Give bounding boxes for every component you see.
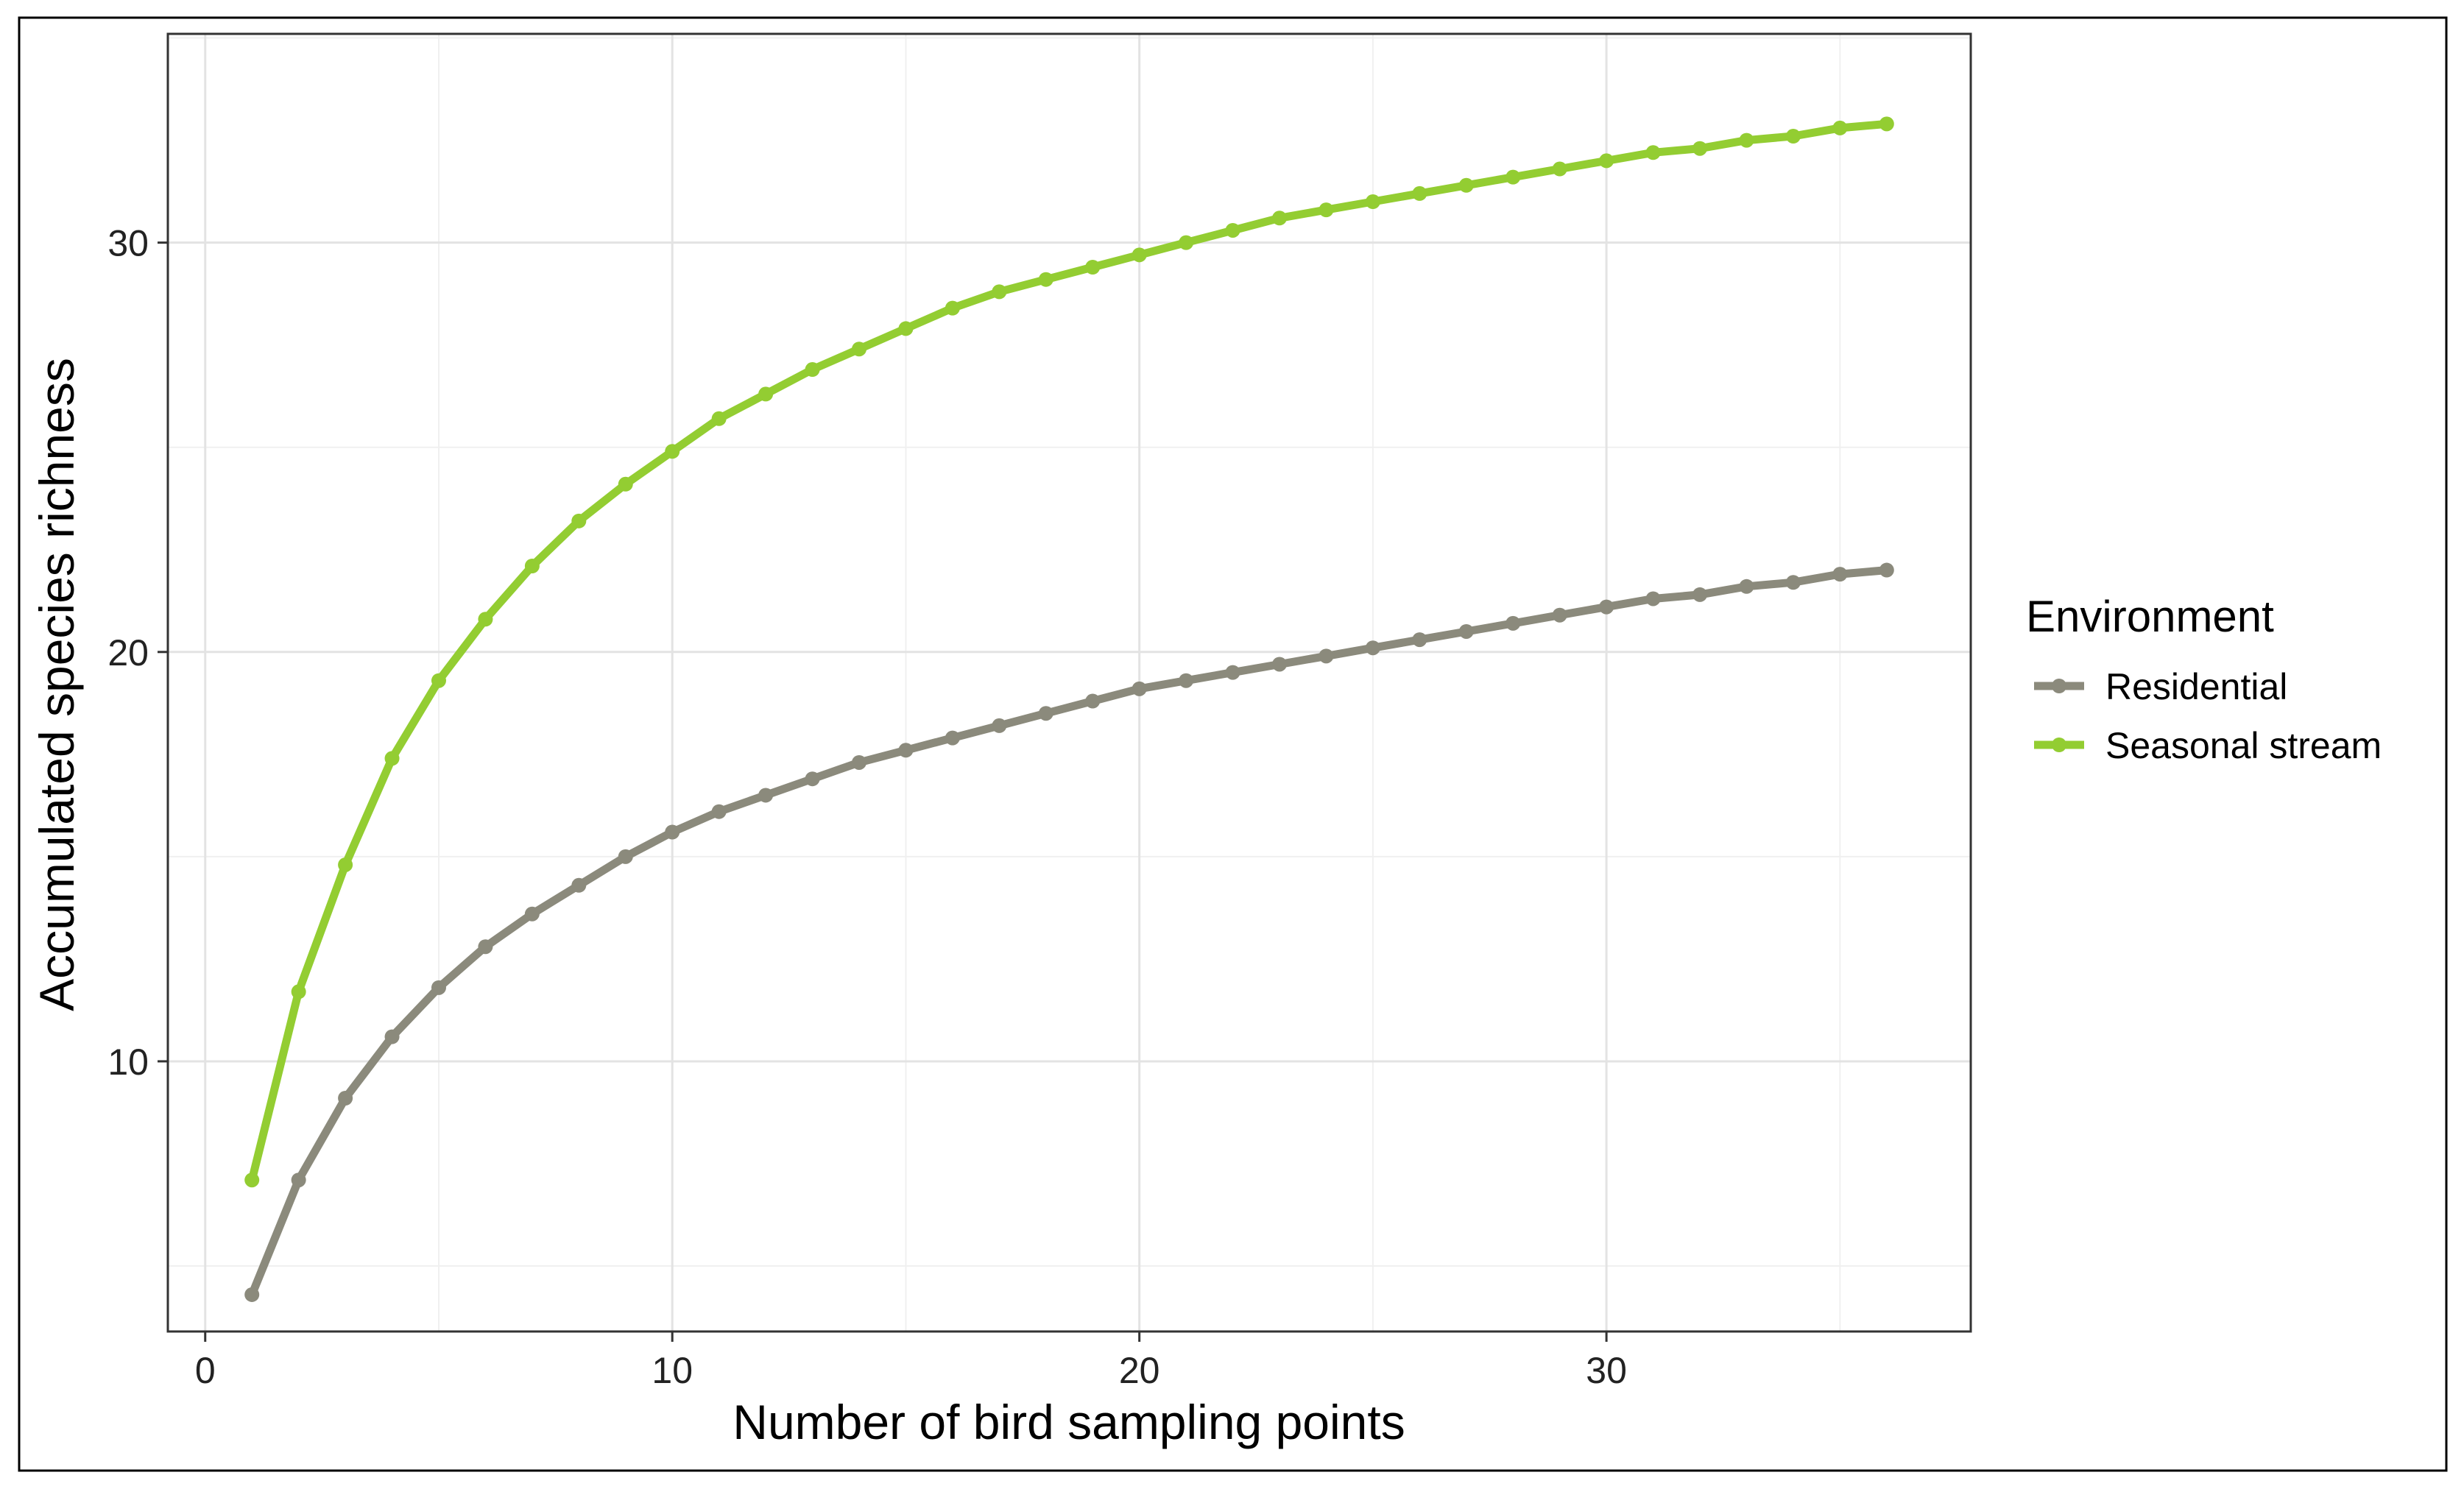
data-point-residential (1692, 587, 1708, 602)
series-line-seasonal-stream (247, 119, 1891, 1184)
data-point-residential (338, 1090, 353, 1106)
data-point-residential (244, 1287, 260, 1302)
data-point-seasonal-stream (338, 857, 353, 872)
data-point-seasonal-stream (945, 300, 960, 316)
data-point-seasonal-stream (1645, 145, 1661, 160)
data-point-residential (758, 788, 774, 803)
data-point-seasonal-stream (524, 558, 540, 573)
x-tick-label: 10 (652, 1350, 693, 1391)
data-point-seasonal-stream (571, 513, 587, 528)
data-point-residential (1879, 562, 1894, 578)
data-point-seasonal-stream (1272, 211, 1288, 226)
data-point-residential (1552, 607, 1567, 623)
data-point-seasonal-stream (384, 751, 400, 766)
data-point-residential (618, 849, 633, 864)
legend-items: Residential Seasonal stream (2034, 666, 2382, 766)
data-point-seasonal-stream (1319, 202, 1334, 218)
outer-border (18, 16, 2448, 1472)
data-point-residential (1412, 632, 1427, 648)
data-point-seasonal-stream (618, 476, 633, 492)
data-point-seasonal-stream (758, 386, 774, 402)
data-point-residential (571, 877, 587, 893)
x-tick-label: 0 (195, 1350, 216, 1391)
legend-label: Seasonal stream (2105, 725, 2382, 766)
series-line-residential (247, 566, 1891, 1299)
data-point-residential (711, 804, 727, 819)
data-point-residential (1505, 615, 1521, 631)
legend-key-point (2052, 679, 2066, 693)
data-point-residential (1739, 579, 1754, 594)
x-axis-title: Number of bird sampling points (733, 1395, 1405, 1449)
data-point-residential (1458, 623, 1474, 639)
data-point-seasonal-stream (291, 984, 306, 1000)
x-tick-label: 20 (1119, 1350, 1160, 1391)
data-point-seasonal-stream (851, 342, 866, 357)
data-point-seasonal-stream (1832, 120, 1848, 135)
data-point-residential (1132, 681, 1147, 696)
data-point-residential (291, 1173, 306, 1188)
data-point-residential (384, 1029, 400, 1044)
data-point-seasonal-stream (1552, 161, 1567, 177)
data-point-residential (1179, 673, 1194, 688)
data-point-seasonal-stream (1785, 129, 1801, 144)
data-point-seasonal-stream (1365, 194, 1380, 210)
legend-title: Environment (2026, 592, 2274, 641)
data-point-seasonal-stream (244, 1173, 260, 1188)
data-point-residential (1365, 640, 1380, 656)
data-point-residential (665, 824, 680, 840)
data-point-seasonal-stream (1038, 272, 1053, 287)
data-point-residential (1645, 591, 1661, 606)
data-point-residential (1225, 665, 1240, 680)
legend: Environment Residential Seasonal stream (2026, 592, 2382, 766)
data-point-residential (898, 743, 914, 758)
data-point-residential (1599, 599, 1614, 615)
data-point-residential (945, 730, 960, 746)
data-point-seasonal-stream (1179, 235, 1194, 250)
data-point-residential (1085, 693, 1101, 709)
grid (168, 34, 1971, 1331)
ticks: 0 10 20 30 10 20 30 (107, 223, 1627, 1391)
data-point-residential (992, 718, 1007, 733)
data-point-seasonal-stream (1458, 177, 1474, 193)
data-point-residential (851, 754, 866, 770)
data-point-residential (478, 939, 493, 955)
data-point-seasonal-stream (431, 673, 446, 688)
panel-border (166, 32, 1972, 1333)
y-tick-label: 20 (107, 632, 149, 673)
data-point-residential (1038, 706, 1053, 721)
data-point-residential (1832, 567, 1848, 582)
series (244, 116, 1894, 1302)
y-tick-label: 30 (107, 223, 149, 264)
data-point-seasonal-stream (1599, 153, 1614, 169)
data-point-seasonal-stream (1739, 132, 1754, 148)
y-tick-label: 10 (107, 1041, 149, 1083)
data-point-residential (1319, 648, 1334, 664)
data-point-residential (805, 771, 820, 787)
data-point-residential (524, 906, 540, 922)
x-tick-label: 30 (1586, 1350, 1627, 1391)
data-point-seasonal-stream (1412, 185, 1427, 201)
y-axis-title: Accumulated species richness (29, 358, 84, 1011)
legend-label: Residential (2105, 666, 2287, 707)
data-point-residential (1785, 575, 1801, 590)
data-point-residential (1272, 657, 1288, 672)
data-point-seasonal-stream (1225, 222, 1240, 238)
data-point-seasonal-stream (992, 284, 1007, 300)
data-point-seasonal-stream (1692, 141, 1708, 156)
data-point-seasonal-stream (1132, 247, 1147, 263)
legend-key-point (2052, 738, 2066, 752)
data-point-seasonal-stream (711, 411, 727, 426)
data-point-seasonal-stream (1879, 116, 1894, 132)
data-point-seasonal-stream (898, 321, 914, 336)
data-point-seasonal-stream (1085, 260, 1101, 275)
data-point-seasonal-stream (478, 612, 493, 627)
data-point-seasonal-stream (805, 362, 820, 378)
data-point-residential (431, 980, 446, 995)
data-point-seasonal-stream (1505, 169, 1521, 185)
data-point-seasonal-stream (665, 444, 680, 459)
